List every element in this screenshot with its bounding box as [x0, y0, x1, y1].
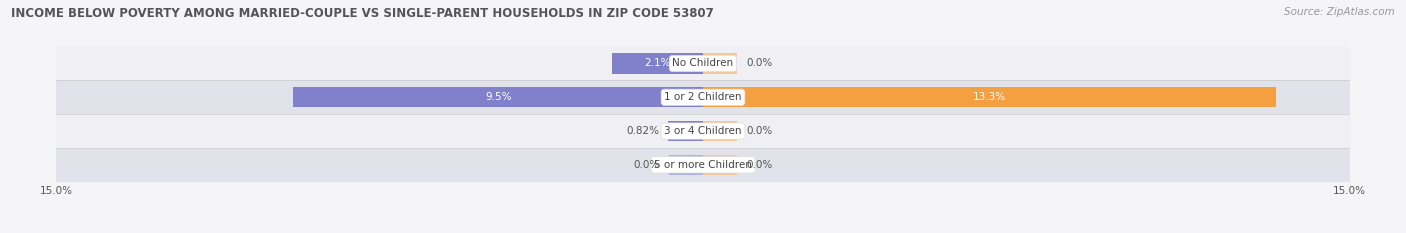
- Text: 0.0%: 0.0%: [747, 160, 772, 170]
- Text: 0.0%: 0.0%: [634, 160, 659, 170]
- Text: 0.82%: 0.82%: [626, 126, 659, 136]
- Bar: [668, 121, 703, 141]
- Text: 13.3%: 13.3%: [973, 92, 1007, 102]
- Bar: [668, 155, 703, 175]
- Text: 2.1%: 2.1%: [644, 58, 671, 69]
- Text: 9.5%: 9.5%: [485, 92, 512, 102]
- Text: 0.0%: 0.0%: [747, 126, 772, 136]
- Text: 0.0%: 0.0%: [747, 58, 772, 69]
- Text: No Children: No Children: [672, 58, 734, 69]
- Bar: [56, 80, 1350, 114]
- Text: 1 or 2 Children: 1 or 2 Children: [664, 92, 742, 102]
- Text: INCOME BELOW POVERTY AMONG MARRIED-COUPLE VS SINGLE-PARENT HOUSEHOLDS IN ZIP COD: INCOME BELOW POVERTY AMONG MARRIED-COUPL…: [11, 7, 714, 20]
- Bar: [56, 148, 1350, 182]
- Bar: [294, 87, 703, 107]
- Bar: [703, 53, 738, 74]
- Bar: [56, 114, 1350, 148]
- Bar: [703, 87, 1277, 107]
- Bar: [56, 47, 1350, 80]
- Bar: [703, 121, 738, 141]
- Bar: [703, 155, 738, 175]
- Text: Source: ZipAtlas.com: Source: ZipAtlas.com: [1284, 7, 1395, 17]
- Bar: [613, 53, 703, 74]
- Text: 5 or more Children: 5 or more Children: [654, 160, 752, 170]
- Text: 3 or 4 Children: 3 or 4 Children: [664, 126, 742, 136]
